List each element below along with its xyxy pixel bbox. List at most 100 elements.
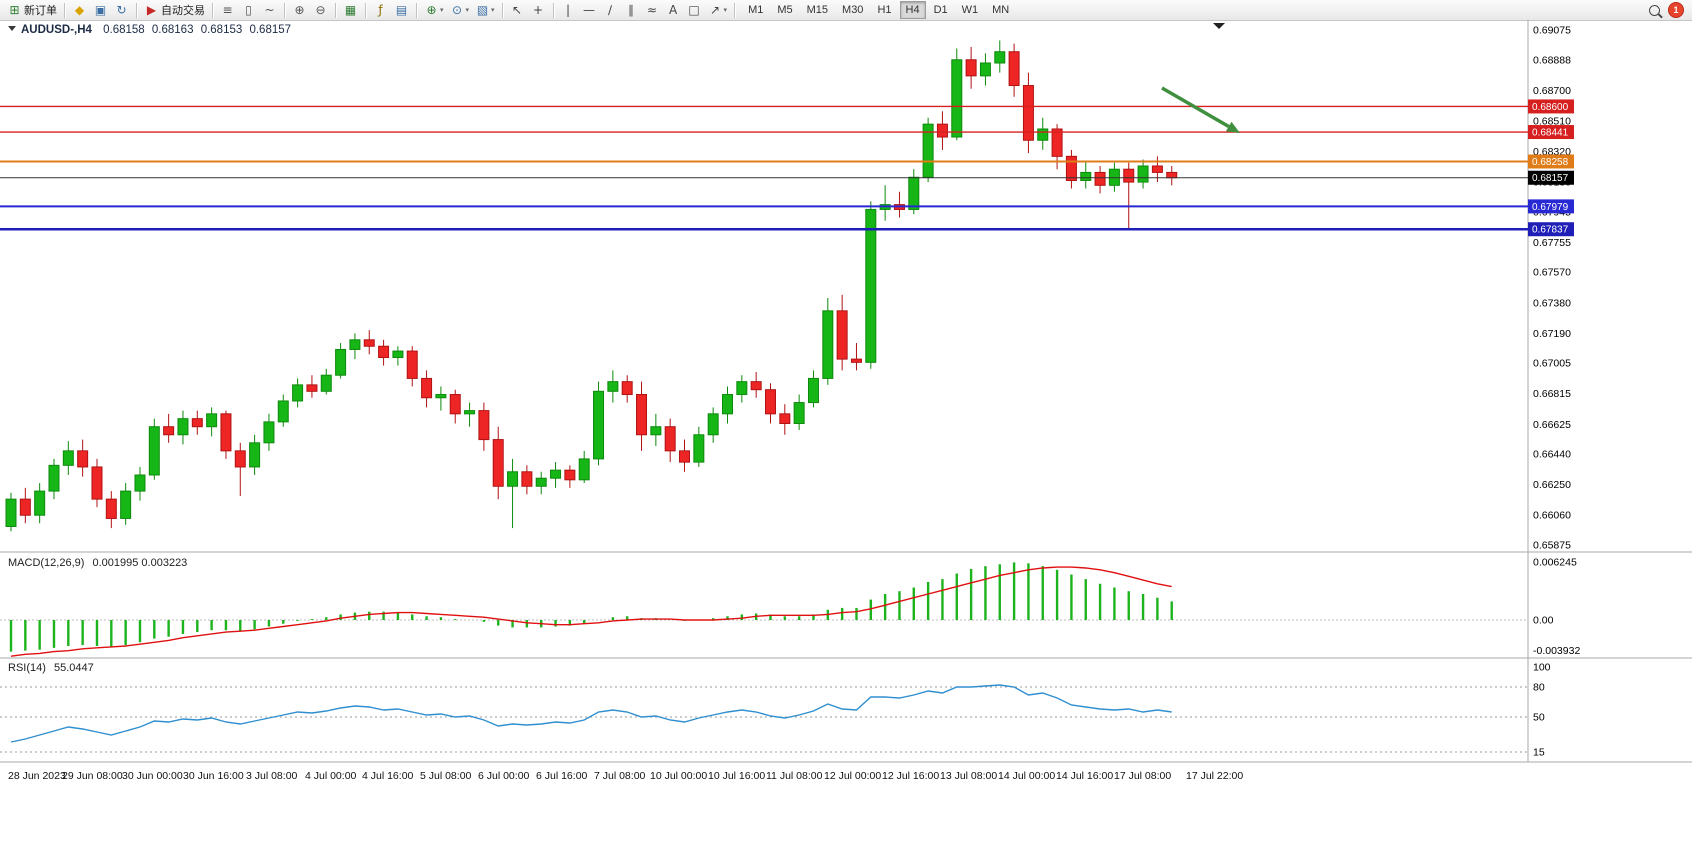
zoom-out-button[interactable]: ⊖ bbox=[310, 1, 331, 19]
candle bbox=[1022, 85, 1034, 141]
autotrading-icon: ▶ bbox=[146, 3, 157, 17]
candle bbox=[707, 413, 719, 436]
timeframe-m5-button[interactable]: M5 bbox=[777, 4, 793, 16]
candle bbox=[807, 377, 819, 404]
price-axis-label: 0.67755 bbox=[1533, 237, 1571, 249]
candlestick-chart-button[interactable]: ▯ bbox=[238, 1, 259, 19]
candle bbox=[779, 413, 791, 424]
zoom-out-icon: ⊖ bbox=[315, 3, 326, 17]
bid-price-badge-label: 0.68157 bbox=[1532, 173, 1569, 184]
new-order-button[interactable]: ⊞ 新订单 bbox=[4, 1, 60, 19]
candle bbox=[621, 381, 633, 396]
crosshair-button[interactable]: + bbox=[528, 1, 549, 19]
arrows-button[interactable]: ↗ ▾ bbox=[705, 1, 731, 19]
signals-button[interactable]: ▣ bbox=[90, 1, 111, 19]
zoom-in-button[interactable]: ⊕ bbox=[289, 1, 310, 19]
price-badge-label: 0.68600 bbox=[1532, 102, 1569, 113]
template-button[interactable]: ▧ ▾ bbox=[472, 1, 498, 19]
candle bbox=[550, 469, 562, 479]
text-button[interactable]: A bbox=[663, 1, 684, 19]
data-window-button[interactable]: ▤ bbox=[391, 1, 412, 19]
cursor-icon: ↖ bbox=[512, 3, 523, 17]
autotrading-button-label: 自动交易 bbox=[161, 5, 205, 17]
candle bbox=[865, 208, 877, 363]
tile-windows-button[interactable]: ▦ bbox=[340, 1, 361, 19]
add-indicator-button[interactable]: ⊕ ▾ bbox=[421, 1, 447, 19]
clock-icon: ⊙ bbox=[451, 3, 463, 17]
toolbar-separator bbox=[552, 2, 554, 18]
trend-arrow-annotation[interactable] bbox=[1161, 86, 1230, 129]
chart-collapse-icon[interactable] bbox=[8, 26, 16, 31]
trendline-button[interactable]: ∕ bbox=[600, 1, 621, 19]
fibonacci-button[interactable]: ≈ bbox=[642, 1, 663, 19]
candle bbox=[1094, 171, 1106, 186]
label-icon: □ bbox=[688, 3, 700, 17]
candle bbox=[965, 59, 977, 77]
time-axis-label: 17 Jul 22:00 bbox=[1186, 770, 1243, 782]
channel-icon: ∥ bbox=[628, 3, 635, 17]
candle bbox=[34, 490, 46, 516]
time-axis-label: 12 Jul 16:00 bbox=[882, 770, 939, 782]
autotrading-button[interactable]: ▶ 自动交易 bbox=[141, 1, 208, 19]
candle bbox=[822, 310, 834, 379]
indicators-button[interactable]: ƒ bbox=[370, 1, 391, 19]
toolbar-right: 1 bbox=[1649, 2, 1688, 18]
candle bbox=[306, 384, 318, 392]
timeframe-m1-button[interactable]: M1 bbox=[748, 4, 764, 16]
search-icon[interactable] bbox=[1649, 4, 1660, 16]
dropdown-caret-icon: ▾ bbox=[723, 6, 728, 14]
refresh-button[interactable]: ↻ bbox=[111, 1, 132, 19]
market-button[interactable]: ◆ bbox=[69, 1, 90, 19]
timeframe-mn-button[interactable]: MN bbox=[992, 4, 1010, 16]
toolbar-separator bbox=[365, 2, 366, 18]
candle bbox=[750, 381, 762, 391]
timeframe-d1-button[interactable]: D1 bbox=[933, 4, 948, 16]
candle bbox=[105, 498, 117, 519]
bar-chart-button[interactable]: ≡ bbox=[217, 1, 238, 19]
candle bbox=[120, 490, 132, 519]
line-chart-button[interactable]: ~ bbox=[259, 1, 280, 19]
timeframe-m30-button[interactable]: M30 bbox=[842, 4, 864, 16]
channel-button[interactable]: ∥ bbox=[621, 1, 642, 19]
timeframe-h1-button[interactable]: H1 bbox=[877, 4, 892, 16]
toolbar-separator bbox=[501, 2, 503, 18]
candle bbox=[607, 381, 619, 392]
line-chart-icon: ~ bbox=[264, 3, 275, 17]
trend-arrow-head[interactable] bbox=[1225, 121, 1240, 133]
cursor-button[interactable]: ↖ bbox=[507, 1, 528, 19]
label-button[interactable]: □ bbox=[684, 1, 705, 19]
candle bbox=[593, 390, 605, 460]
candle bbox=[1123, 168, 1135, 183]
candle bbox=[736, 381, 748, 396]
timeframe-h4-button[interactable]: H4 bbox=[899, 1, 926, 19]
macd-axis-label: 0.006245 bbox=[1533, 557, 1577, 569]
horizontal-line-button[interactable]: — bbox=[579, 1, 600, 19]
price-axis-label: 0.67570 bbox=[1533, 267, 1571, 279]
vertical-line-button[interactable]: | bbox=[558, 1, 579, 19]
candle bbox=[335, 348, 347, 376]
timeframe-w1-button[interactable]: W1 bbox=[961, 4, 979, 16]
chart-title: AUDUSD-,H4 0.68158 0.68163 0.68153 0.681… bbox=[21, 24, 291, 36]
candle bbox=[378, 345, 390, 359]
candle bbox=[578, 458, 590, 481]
dropdown-caret-icon: ▾ bbox=[465, 6, 470, 14]
candle bbox=[163, 426, 175, 436]
toolbar-separator bbox=[335, 2, 336, 18]
candle bbox=[62, 450, 74, 466]
candle bbox=[693, 434, 705, 463]
timeframe-m15-button[interactable]: M15 bbox=[806, 4, 829, 16]
candle bbox=[206, 413, 218, 428]
period-button[interactable]: ⊙ ▾ bbox=[447, 1, 473, 19]
fibonacci-icon: ≈ bbox=[647, 3, 658, 17]
chart-shift-marker[interactable] bbox=[1213, 23, 1225, 29]
time-axis-label: 4 Jul 00:00 bbox=[305, 770, 357, 782]
time-axis-label: 30 Jun 00:00 bbox=[122, 770, 183, 782]
notification-badge[interactable]: 1 bbox=[1668, 2, 1684, 18]
chart-canvas[interactable]: AUDUSD-,H4 0.68158 0.68163 0.68153 0.681… bbox=[0, 20, 1692, 848]
candle bbox=[220, 413, 232, 452]
new-order-icon: ⊞ bbox=[9, 3, 20, 17]
candle bbox=[664, 426, 676, 452]
candle bbox=[1065, 155, 1077, 181]
timeframe-switcher: M1 M5 M15 M30 H1 H4 D1 W1 MN bbox=[741, 1, 1016, 19]
toolbar-separator bbox=[212, 2, 213, 18]
